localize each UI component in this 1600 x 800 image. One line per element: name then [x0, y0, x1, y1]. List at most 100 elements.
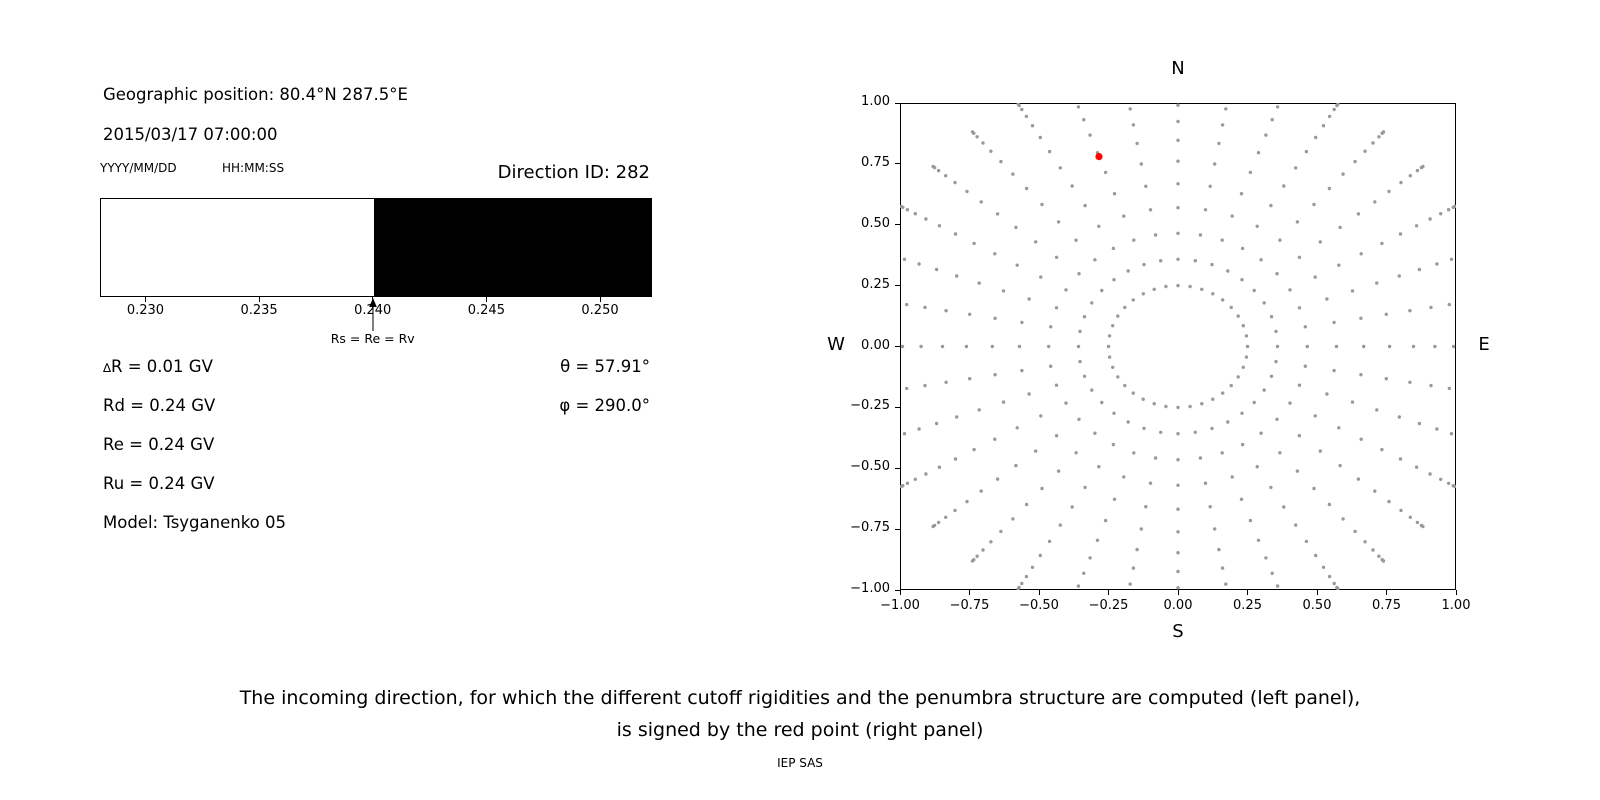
direction-dot — [1240, 278, 1244, 282]
direction-dot — [1359, 252, 1363, 256]
direction-dot — [1015, 426, 1019, 430]
direction-dot — [1262, 301, 1266, 305]
direction-dot — [1408, 380, 1412, 384]
penumbra-bar-chart — [100, 198, 652, 297]
x-tick-label: −0.25 — [1088, 598, 1129, 613]
direction-dot — [1248, 170, 1253, 175]
direction-dot — [1230, 214, 1234, 218]
direction-dot — [1176, 159, 1180, 163]
direction-dot — [953, 457, 958, 461]
direction-dot — [1058, 166, 1062, 170]
direction-dot — [1126, 420, 1130, 424]
direction-dot — [1421, 164, 1425, 169]
direction-dot — [1020, 320, 1024, 325]
direction-dot — [1103, 518, 1108, 523]
direction-dot — [1017, 344, 1022, 349]
direction-dot — [1047, 344, 1051, 349]
direction-dot — [1387, 189, 1391, 194]
direction-dot — [1359, 316, 1363, 320]
direction-scatter-plot — [900, 103, 1456, 590]
direction-dot — [1264, 133, 1268, 137]
direction-dot — [1380, 447, 1384, 452]
direction-dot — [964, 344, 969, 349]
direction-dot — [1275, 584, 1280, 588]
direction-dot — [1020, 107, 1024, 112]
y-tick-label: 1.00 — [861, 94, 890, 109]
direction-dot — [1220, 238, 1224, 242]
direction-dot — [1176, 206, 1180, 210]
direction-dot — [1107, 355, 1112, 359]
y-tick-label: −1.00 — [850, 581, 890, 596]
direction-dot — [1240, 442, 1245, 447]
direction-dot — [1240, 246, 1245, 251]
direction-dot — [1318, 240, 1322, 244]
delta-r-value: ∆R = 0.01 GV — [103, 357, 213, 376]
delta-symbol: ∆ — [103, 361, 112, 375]
direction-dot — [1027, 297, 1031, 301]
direction-dot — [1241, 324, 1245, 328]
direction-dot — [1304, 149, 1309, 154]
direction-dot — [999, 159, 1003, 164]
y-tick-mark — [895, 528, 900, 530]
direction-dot — [1064, 288, 1068, 292]
bar-tick-mark — [599, 297, 601, 302]
direction-dot — [1318, 449, 1322, 453]
direction-dot — [1353, 159, 1357, 164]
direction-dot — [1256, 151, 1261, 155]
direction-dot — [1338, 463, 1342, 468]
direction-dot — [1014, 463, 1018, 468]
direction-dot — [999, 529, 1003, 534]
direction-dot — [1039, 414, 1043, 418]
direction-dot — [944, 174, 948, 178]
direction-dot — [1176, 257, 1180, 261]
direction-dot — [1411, 344, 1416, 349]
direction-dot — [965, 499, 969, 504]
y-tick-label: −0.50 — [850, 459, 890, 475]
direction-dot — [900, 344, 905, 349]
y-tick-mark — [895, 589, 900, 591]
direction-dot — [1139, 527, 1143, 531]
direction-dot — [1135, 141, 1139, 146]
direction-dot — [1128, 107, 1132, 111]
y-tick-label: 0.00 — [861, 337, 890, 353]
direction-dot — [1131, 123, 1136, 127]
direction-dot — [1297, 255, 1302, 259]
direction-dot — [1314, 553, 1318, 558]
direction-dot — [1375, 281, 1379, 285]
y-tick-label: −0.75 — [850, 520, 890, 536]
direction-dot — [1226, 420, 1230, 424]
direction-dot — [1334, 344, 1339, 349]
geographic-position: Geographic position: 80.4°N 287.5°E — [103, 85, 408, 104]
direction-dot — [1176, 283, 1180, 288]
direction-dot — [1270, 571, 1274, 575]
direction-dot — [905, 208, 910, 212]
direction-dot — [1447, 386, 1451, 391]
direction-dot — [1217, 141, 1221, 146]
direction-dot — [1047, 539, 1052, 544]
direction-dot — [1336, 587, 1340, 590]
bar-tick-label: 0.240 — [354, 303, 392, 318]
direction-dot — [1259, 431, 1263, 435]
direction-dot — [1321, 124, 1326, 128]
direction-dot — [1350, 289, 1355, 293]
direction-dot — [1076, 584, 1081, 588]
direction-dot — [1176, 530, 1180, 534]
direction-dot — [1070, 184, 1074, 188]
direction-dot — [1210, 262, 1214, 267]
direction-dot — [1439, 212, 1443, 216]
direction-dot — [1152, 287, 1156, 291]
y-tick-mark — [895, 163, 900, 165]
direction-dot — [1131, 298, 1135, 302]
direction-dot — [953, 508, 957, 513]
direction-dot — [1198, 456, 1203, 460]
direction-dot — [1269, 315, 1274, 319]
direction-dot — [1294, 166, 1298, 170]
direction-dot — [1176, 138, 1180, 142]
direction-dot — [1224, 582, 1228, 586]
direction-dot — [1123, 383, 1127, 388]
direction-dot — [1176, 182, 1180, 186]
direction-dot — [1408, 174, 1412, 178]
direction-dot — [1244, 334, 1249, 338]
direction-dot — [1428, 217, 1432, 221]
direction-dot — [1103, 170, 1108, 175]
